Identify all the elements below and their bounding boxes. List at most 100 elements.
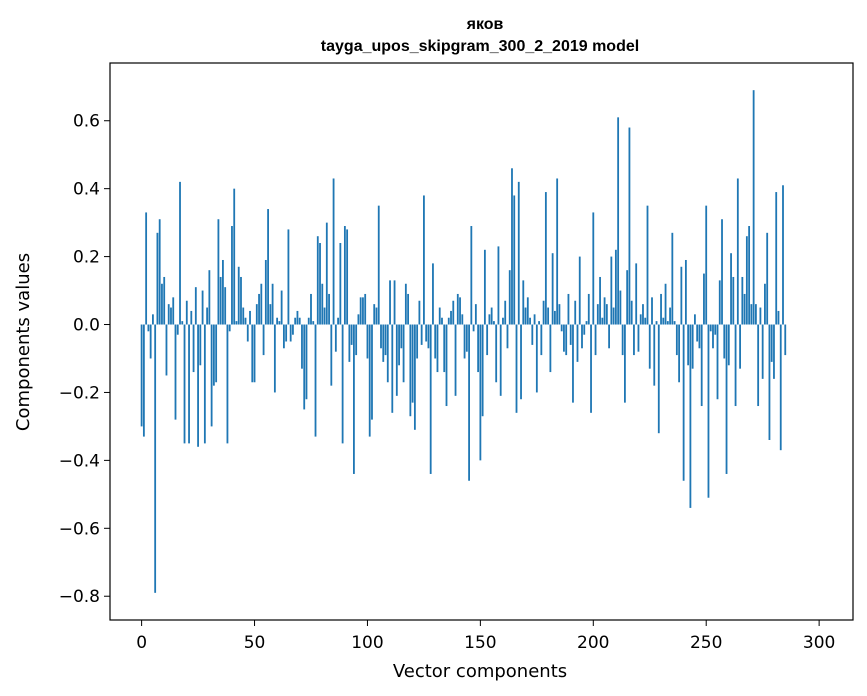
- bar-84: [330, 324, 333, 386]
- bar-138: [452, 300, 455, 325]
- bar-160: [502, 317, 504, 325]
- bar-148: [474, 304, 477, 325]
- bar-222: [642, 304, 644, 325]
- bar-231: [662, 317, 665, 325]
- bar-273: [757, 324, 760, 407]
- chart-subtitle: tayga_upos_skipgram_300_2_2019 model: [321, 38, 639, 55]
- bar-171: [526, 297, 529, 325]
- bar-254: [714, 324, 717, 335]
- bar-166: [515, 324, 518, 413]
- bar-235: [671, 232, 674, 325]
- bar-252: [709, 324, 712, 332]
- bar-97: [359, 297, 362, 325]
- bar-28: [203, 324, 206, 444]
- bar-19: [183, 324, 186, 444]
- bar-200: [592, 212, 595, 325]
- bar-266: [741, 276, 744, 325]
- bar-36: [222, 259, 224, 325]
- bar-285: [784, 324, 787, 356]
- bar-250: [705, 205, 708, 325]
- bar-51: [255, 304, 258, 325]
- bar-76: [312, 321, 315, 325]
- bar-53: [260, 283, 263, 325]
- bar-93: [350, 324, 353, 345]
- bar-11: [165, 324, 168, 376]
- y-tick-label: −0.6: [59, 519, 100, 539]
- bar-198: [587, 293, 590, 325]
- bar-62: [280, 290, 283, 325]
- bar-179: [544, 192, 547, 325]
- bar-6: [154, 324, 157, 593]
- bar-159: [499, 324, 502, 396]
- y-tick-label: 0.0: [73, 316, 100, 336]
- bar-35: [219, 276, 222, 325]
- bar-131: [436, 324, 439, 373]
- x-tick-label: 250: [690, 633, 722, 653]
- bar-67: [292, 324, 294, 335]
- bar-217: [630, 300, 633, 325]
- bar-73: [305, 324, 308, 400]
- bar-83: [328, 293, 330, 325]
- bar-139: [454, 324, 457, 396]
- bar-155: [490, 307, 493, 325]
- bar-165: [513, 195, 516, 325]
- bar-247: [698, 324, 701, 349]
- bar-38: [226, 324, 229, 444]
- bar-232: [664, 283, 667, 325]
- bar-104: [375, 307, 378, 325]
- bar-20: [185, 300, 188, 325]
- bar-89: [341, 324, 344, 444]
- bar-47: [246, 324, 249, 342]
- bar-77: [314, 324, 317, 437]
- bar-278: [768, 324, 771, 440]
- x-tick-label: 0: [136, 633, 147, 653]
- bar-193: [576, 324, 579, 362]
- bar-237: [675, 324, 678, 356]
- bar-144: [465, 324, 468, 352]
- bar-86: [334, 324, 337, 352]
- bar-25: [197, 324, 199, 447]
- bar-258: [723, 324, 726, 359]
- bar-140: [456, 293, 459, 325]
- bar-24: [194, 287, 197, 325]
- bar-45: [242, 307, 245, 325]
- bar-85: [332, 178, 335, 325]
- bar-272: [754, 304, 757, 325]
- bar-202: [596, 304, 599, 325]
- y-tick-label: −0.8: [59, 587, 100, 607]
- chart-title: яков: [466, 16, 504, 33]
- bar-234: [669, 307, 671, 325]
- bar-123: [418, 300, 421, 325]
- bar-59: [273, 324, 276, 393]
- bar-208: [610, 256, 613, 325]
- bar-275: [761, 324, 764, 379]
- bar-42: [235, 321, 238, 325]
- bar-207: [608, 324, 610, 349]
- bar-90: [343, 226, 346, 325]
- bar-106: [380, 324, 382, 349]
- axes-frame: [109, 62, 854, 621]
- x-tick-label: 300: [803, 633, 835, 653]
- bar-48: [249, 310, 251, 325]
- bar-265: [739, 324, 741, 369]
- bar-261: [730, 253, 732, 325]
- bar-152: [483, 249, 486, 325]
- bar-211: [617, 117, 620, 325]
- bar-57: [269, 304, 272, 325]
- bar-196: [583, 324, 586, 335]
- bar-255: [716, 324, 719, 400]
- bar-3: [147, 324, 150, 332]
- bar-270: [750, 304, 753, 325]
- bar-215: [626, 270, 629, 325]
- bar-149: [477, 324, 480, 373]
- y-tick-label: −0.4: [59, 451, 100, 471]
- bar-162: [506, 324, 509, 349]
- bar-263: [734, 324, 737, 407]
- bar-122: [416, 324, 419, 359]
- bar-137: [450, 310, 452, 325]
- bar-188: [565, 324, 568, 356]
- bar-124: [420, 324, 423, 345]
- bar-242: [687, 324, 690, 366]
- bar-269: [748, 226, 751, 325]
